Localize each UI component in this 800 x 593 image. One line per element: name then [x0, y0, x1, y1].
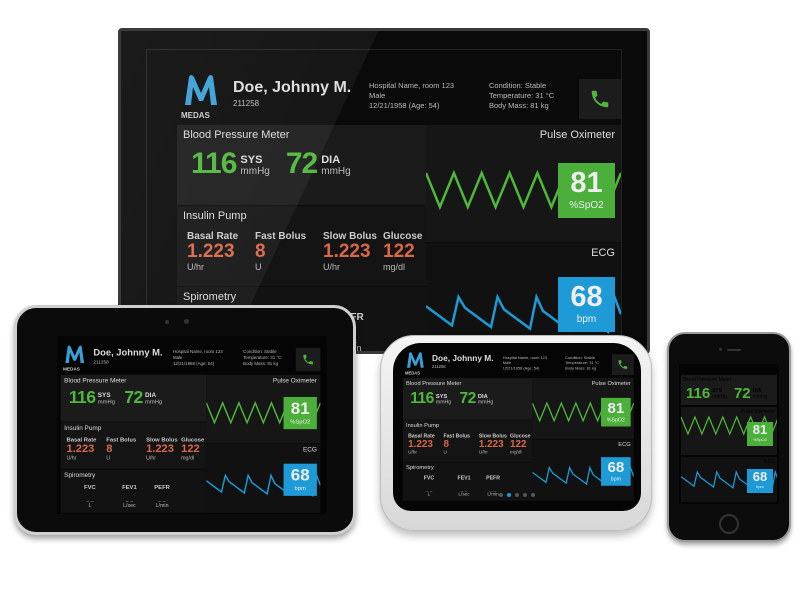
page-indicator[interactable]	[393, 484, 641, 502]
call-button[interactable]	[295, 347, 321, 372]
pulse-oximeter-panel: Pulse Oximeter 81 %SpO2	[532, 378, 634, 439]
call-button[interactable]	[579, 79, 621, 119]
systolic-value: 116	[410, 389, 434, 407]
page-dot[interactable]	[531, 493, 535, 497]
dashboard-tablet: MEDAS Doe, Johnny M. 211258 Hospital Nam…	[60, 342, 321, 513]
patient-id: 211258	[93, 359, 109, 365]
insulin-pump-panel: Insulin Pump Basal Rate 1.223 U/hr Fast Bolu…	[177, 206, 426, 286]
spo2-value-box: 81 %SpO2	[283, 396, 317, 430]
medas-logo-icon	[65, 345, 85, 364]
blood-pressure-panel: Blood Pressure Meter 116 SYS mmHg 72 DIA m…	[177, 125, 426, 205]
tablet-device: MEDAS Doe, Johnny M. 211258 Hospital Nam…	[14, 305, 356, 535]
page-dot[interactable]	[507, 493, 511, 497]
patient-name: Doe, Johnny M.	[93, 347, 163, 358]
patient-vitals-info: Condition: Stable Temperature: 31 °C Body …	[243, 349, 282, 366]
home-button[interactable]	[719, 514, 739, 534]
insulin-item: Glucose 122 mg/dl	[181, 436, 205, 461]
medas-logo-icon	[407, 352, 424, 368]
diastolic-value: 72	[285, 147, 318, 180]
monitor-screen	[146, 49, 622, 351]
spirometry-item: FEV1_ _L/sec	[122, 484, 137, 509]
pulse-oximeter-panel: Pulse Oximeter 81 %SpO2	[206, 374, 321, 444]
insulin-item: Glucose 122 mg/dl	[383, 231, 423, 272]
insulin-item: Fast Bolus 8 U	[443, 433, 471, 455]
diastolic-value: 72	[459, 389, 477, 407]
tablet-camera	[184, 319, 189, 324]
medas-logo: MEDAS	[181, 73, 221, 120]
spirometry-item: FEV1_ _L/sec	[457, 475, 471, 497]
spo2-value-box: 81 %SpO2	[601, 397, 631, 427]
spirometry-item: PEFR_ _L/min	[154, 484, 170, 509]
patient-vitals-info: Condition: Stable Temperature: 31 °C Body …	[489, 81, 555, 110]
ecg-panel: ECG 68 bpm	[426, 243, 621, 351]
page-dot[interactable]	[515, 493, 519, 497]
dashboard-monitor: MEDAS Doe, Johnny M. 211258 Hospital Nam…	[177, 69, 621, 351]
blood-pressure-panel: Blood Pressure Meter 116 SYS mmHg 72 DIA m…	[60, 374, 207, 422]
patient-id: 211258	[432, 364, 446, 370]
patient-name: Doe, Johnny M.	[233, 79, 352, 96]
insulin-item: Slow Bolus 1.223 U/hr	[323, 231, 377, 272]
ecg-panel: ECG 68 bpm	[206, 443, 321, 513]
page-dot[interactable]	[499, 493, 503, 497]
tablet-sensor	[165, 320, 169, 324]
patient-info: Hospital Name, room 123 Male 12/21/1958 (A…	[172, 349, 223, 366]
insulin-item: Basal Rate 1.223 U/hr	[66, 436, 97, 461]
patient-vitals-info: Condition: Stable Temperature: 31 °C Body …	[565, 355, 600, 371]
heart-rate-value-box: 68 bpm	[283, 463, 317, 496]
call-button[interactable]	[611, 354, 634, 375]
insulin-item: Fast Bolus 8 U	[106, 436, 137, 461]
diastolic-value: 72	[124, 387, 143, 407]
ecg-panel: ECG 68 bpm	[532, 439, 634, 501]
insulin-pump-panel: Insulin Pump Basal Rate 1.223 U/hr Fast Bolu…	[60, 422, 207, 469]
medas-logo: MEDAS	[63, 344, 86, 372]
heart-rate-value-box: 68 bpm	[558, 277, 615, 332]
page-dot[interactable]	[523, 493, 527, 497]
spo2-value-box: 81 %SpO2	[558, 163, 615, 218]
phone-device: Blood Pressure Meter 116 SYS mmHg 72 DIA mmH…	[667, 332, 791, 542]
insulin-item: Glucose 122 mg/dl	[510, 433, 531, 455]
bedside-monitor-device: MEDAS Doe, Johnny M. 211258 Hospital Nam…	[380, 335, 652, 531]
insulin-item: Basal Rate 1.223 U/hr	[187, 231, 239, 272]
dashboard-bedside: MEDAS Doe, Johnny M. 211258 Hospital Nam…	[402, 349, 634, 501]
medas-logo: MEDAS	[405, 351, 426, 376]
tablet-screen: MEDAS Doe, Johnny M. 211258 Hospital Nam…	[57, 336, 327, 514]
phone-speaker	[727, 349, 741, 351]
insulin-item: Slow Bolus 1.223 U/hr	[478, 433, 507, 455]
patient-info: Hospital Name, room 123 Male 12/21/1958 (A…	[369, 81, 455, 110]
systolic-value: 116	[68, 387, 96, 407]
spirometry-item: FVC_ _L	[84, 484, 96, 509]
insulin-pump-panel: Insulin Pump Basal Rate 1.223 U/hr Fast Bolu…	[402, 420, 533, 462]
patient-id: 211258	[233, 99, 260, 108]
heart-rate-value-box: 68 bpm	[601, 457, 631, 486]
phone-icon	[618, 360, 628, 369]
insulin-item: Basal Rate 1.223 U/hr	[408, 433, 435, 455]
spirometry-item: PEFR_ _L/min	[486, 475, 500, 497]
phone-icon	[303, 354, 313, 365]
phone-camera	[719, 348, 722, 351]
pulse-oximeter-panel: Pulse Oximeter 81 %SpO2	[681, 407, 777, 455]
pulse-oximeter-panel: Pulse Oximeter 81 %SpO2	[426, 125, 621, 242]
insulin-item: Fast Bolus 8 U	[255, 231, 307, 272]
medas-logo-icon	[185, 75, 217, 105]
phone-icon	[591, 90, 609, 108]
blood-pressure-panel: Blood Pressure Meter 116 SYS mmHg 72 DIA mmH…	[681, 375, 777, 405]
insulin-item: Slow Bolus 1.223 U/hr	[146, 436, 178, 461]
systolic-value: 116	[191, 147, 237, 180]
bedside-screen: MEDAS Doe, Johnny M. 211258 Hospital Nam…	[393, 343, 641, 511]
patient-name: Doe, Johnny M.	[432, 354, 494, 364]
status-bar	[679, 364, 779, 373]
ecg-panel: ECG 68 bpm	[681, 457, 777, 502]
patient-info: Hospital Name, room 123 Male 12/21/1958 (A…	[502, 355, 547, 371]
phone-screen: Blood Pressure Meter 116 SYS mmHg 72 DIA mmH…	[679, 364, 779, 504]
blood-pressure-panel: Blood Pressure Meter 116 SYS mmHg 72 DIA m…	[402, 378, 533, 420]
spirometry-item: FVC_ _L	[423, 475, 435, 497]
